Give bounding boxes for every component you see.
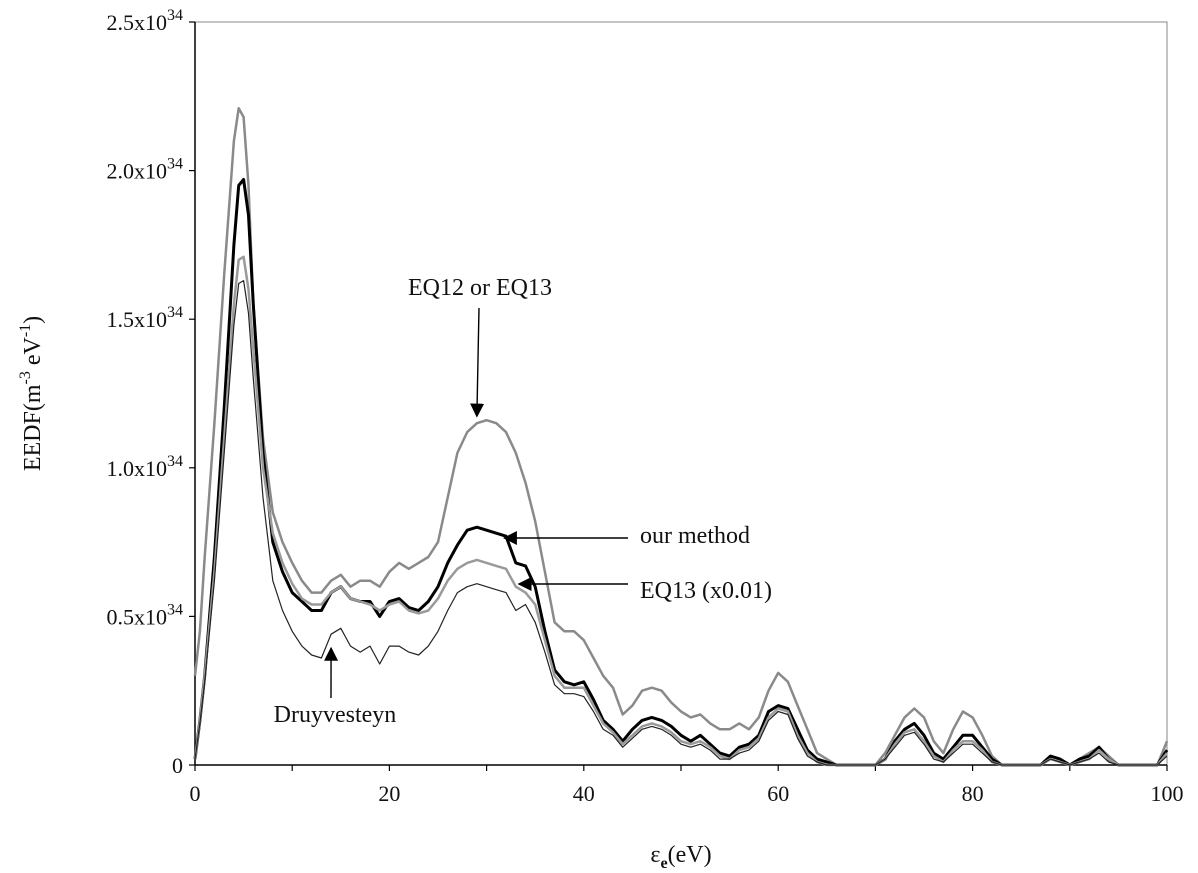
annotation-layer: EQ12 or EQ13 our method EQ13 (x0.01) Dru… — [274, 275, 772, 728]
series-line-druy — [194, 280, 1168, 766]
x-tick-label: 20 — [378, 781, 400, 806]
annotation-eq13: EQ13 (x0.01) — [640, 578, 772, 604]
x-tick-label: 0 — [190, 781, 201, 806]
y-tick-label: 0 — [172, 753, 183, 778]
annotation-eq12: EQ12 or EQ13 — [408, 275, 552, 301]
series-line-eq13 — [193, 255, 1168, 767]
annotation-druyvesteyn: Druyvesteyn — [274, 702, 397, 728]
annotation-our-method: our method — [640, 523, 750, 549]
x-tick-label: 40 — [573, 781, 595, 806]
x-axis-title: εe(eV) — [650, 842, 711, 872]
series-line-eq12 — [193, 106, 1169, 767]
x-tick-label: 80 — [962, 781, 984, 806]
y-tick-label: 1.0x1034 — [107, 453, 184, 481]
y-tick-label: 2.0x1034 — [107, 156, 184, 184]
axes: 0 20 40 60 80 100 0 0.5x1034 1.0x1034 1.5x1034 2.0… — [107, 7, 1184, 806]
x-tick-label: 100 — [1151, 781, 1184, 806]
series-layer — [193, 106, 1169, 767]
y-axis-title: EEDF(m-3 eV-1) — [17, 316, 46, 471]
y-tick-label: 0.5x1034 — [107, 601, 184, 629]
y-tick-label: 1.5x1034 — [107, 304, 184, 332]
plot-frame — [194, 21, 1168, 766]
y-tick-label: 2.5x1034 — [107, 7, 184, 35]
series-line-our — [193, 178, 1169, 767]
arrow-eq12 — [470, 307, 485, 418]
x-tick-label: 60 — [767, 781, 789, 806]
